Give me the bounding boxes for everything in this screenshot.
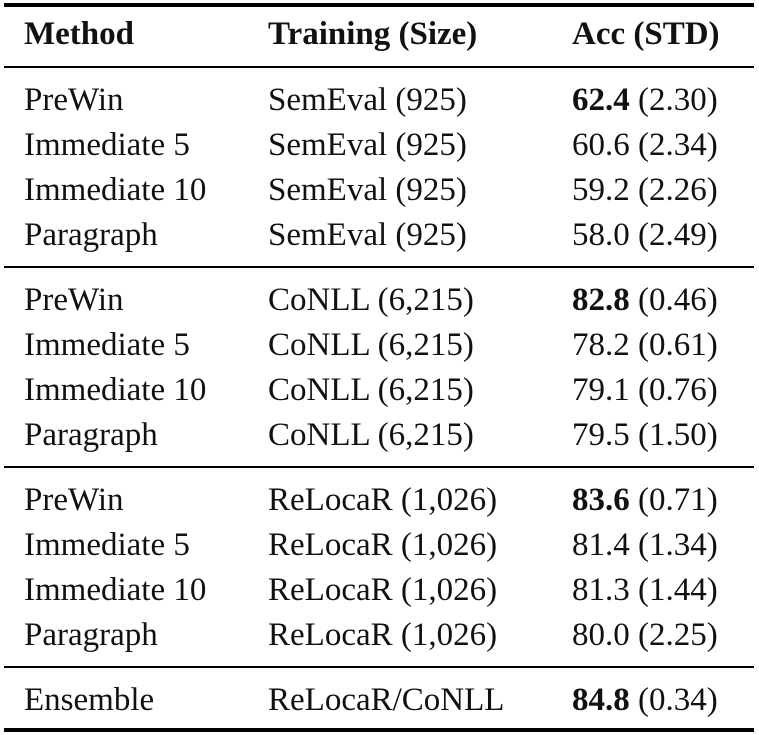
std-value: (0.71) xyxy=(638,482,718,518)
acc-cell: 84.8 (0.34) xyxy=(572,677,718,723)
table-row: Immediate 5 SemEval (925) 60.6 (2.34) xyxy=(0,122,759,168)
acc-cell: 60.6 (2.34) xyxy=(572,122,718,168)
acc-value: 80.0 xyxy=(572,617,630,653)
std-value: (0.76) xyxy=(638,372,718,408)
acc-cell: 79.1 (0.76) xyxy=(572,367,718,413)
table-row: Ensemble ReLocaR/CoNLL 84.8 (0.34) xyxy=(0,677,759,723)
std-value: (2.49) xyxy=(638,217,718,253)
std-value: (2.25) xyxy=(638,617,718,653)
std-value: (1.34) xyxy=(638,527,718,563)
acc-cell: 62.4 (2.30) xyxy=(572,77,718,123)
acc-value: 62.4 xyxy=(572,82,630,118)
training-cell: ReLocaR (1,026) xyxy=(268,527,498,563)
method-cell: Immediate 5 xyxy=(24,127,190,163)
acc-cell: 59.2 (2.26) xyxy=(572,167,718,213)
training-cell: CoNLL (6,215) xyxy=(268,327,474,363)
table-row: PreWin SemEval (925) 62.4 (2.30) xyxy=(0,77,759,123)
training-cell: SemEval (925) xyxy=(268,127,467,163)
std-value: (1.44) xyxy=(638,572,718,608)
acc-value: 59.2 xyxy=(572,172,630,208)
method-cell: PreWin xyxy=(24,482,124,518)
group-divider xyxy=(4,266,754,268)
table-row: Immediate 5 CoNLL (6,215) 78.2 (0.61) xyxy=(0,322,759,368)
training-cell: ReLocaR (1,026) xyxy=(268,617,498,653)
header-row: Method Training (Size) Acc (STD) xyxy=(0,11,759,57)
training-cell: SemEval (925) xyxy=(268,82,467,118)
training-cell: CoNLL (6,215) xyxy=(268,282,474,318)
acc-value: 81.3 xyxy=(572,572,630,608)
group-divider xyxy=(4,666,754,668)
acc-value: 79.1 xyxy=(572,372,630,408)
acc-cell: 81.4 (1.34) xyxy=(572,522,718,568)
method-cell: Immediate 5 xyxy=(24,527,190,563)
acc-cell: 82.8 (0.46) xyxy=(572,277,718,323)
acc-value: 84.8 xyxy=(572,682,630,718)
training-cell: SemEval (925) xyxy=(268,217,467,253)
acc-value: 82.8 xyxy=(572,282,630,318)
std-value: (2.30) xyxy=(638,82,718,118)
std-value: (2.34) xyxy=(638,127,718,163)
table-row: Immediate 10 ReLocaR (1,026) 81.3 (1.44) xyxy=(0,567,759,613)
bottom-rule xyxy=(4,728,754,732)
header-training: Training (Size) xyxy=(268,16,478,52)
acc-value: 79.5 xyxy=(572,417,630,453)
method-cell: Paragraph xyxy=(24,617,158,653)
method-cell: Immediate 10 xyxy=(24,172,207,208)
header-rule xyxy=(4,66,754,68)
std-value: (1.50) xyxy=(638,417,718,453)
header-method: Method xyxy=(24,16,134,52)
method-cell: Ensemble xyxy=(24,682,155,718)
method-cell: Immediate 10 xyxy=(24,372,207,408)
training-cell: CoNLL (6,215) xyxy=(268,372,474,408)
training-cell: CoNLL (6,215) xyxy=(268,417,474,453)
method-cell: Immediate 10 xyxy=(24,572,207,608)
table-row: Paragraph SemEval (925) 58.0 (2.49) xyxy=(0,212,759,258)
acc-value: 60.6 xyxy=(572,127,630,163)
acc-value: 81.4 xyxy=(572,527,630,563)
table-row: Immediate 10 SemEval (925) 59.2 (2.26) xyxy=(0,167,759,213)
acc-cell: 80.0 (2.25) xyxy=(572,612,718,658)
std-value: (2.26) xyxy=(638,172,718,208)
std-value: (0.46) xyxy=(638,282,718,318)
top-rule xyxy=(4,3,754,7)
acc-cell: 58.0 (2.49) xyxy=(572,212,718,258)
table-row: Paragraph ReLocaR (1,026) 80.0 (2.25) xyxy=(0,612,759,658)
table-row: PreWin CoNLL (6,215) 82.8 (0.46) xyxy=(0,277,759,323)
header-acc: Acc (STD) xyxy=(572,16,720,52)
method-cell: PreWin xyxy=(24,282,124,318)
method-cell: Paragraph xyxy=(24,217,158,253)
std-value: (0.34) xyxy=(638,682,718,718)
method-cell: Immediate 5 xyxy=(24,327,190,363)
training-cell: ReLocaR/CoNLL xyxy=(268,682,505,718)
acc-value: 58.0 xyxy=(572,217,630,253)
std-value: (0.61) xyxy=(638,327,718,363)
acc-cell: 81.3 (1.44) xyxy=(572,567,718,613)
table-row: Immediate 5 ReLocaR (1,026) 81.4 (1.34) xyxy=(0,522,759,568)
acc-value: 83.6 xyxy=(572,482,630,518)
table-row: PreWin ReLocaR (1,026) 83.6 (0.71) xyxy=(0,477,759,523)
acc-cell: 78.2 (0.61) xyxy=(572,322,718,368)
group-divider xyxy=(4,466,754,468)
acc-cell: 83.6 (0.71) xyxy=(572,477,718,523)
acc-value: 78.2 xyxy=(572,327,630,363)
table-row: Paragraph CoNLL (6,215) 79.5 (1.50) xyxy=(0,412,759,458)
training-cell: ReLocaR (1,026) xyxy=(268,482,498,518)
training-cell: ReLocaR (1,026) xyxy=(268,572,498,608)
method-cell: PreWin xyxy=(24,82,124,118)
acc-cell: 79.5 (1.50) xyxy=(572,412,718,458)
method-cell: Paragraph xyxy=(24,417,158,453)
table-row: Immediate 10 CoNLL (6,215) 79.1 (0.76) xyxy=(0,367,759,413)
training-cell: SemEval (925) xyxy=(268,172,467,208)
